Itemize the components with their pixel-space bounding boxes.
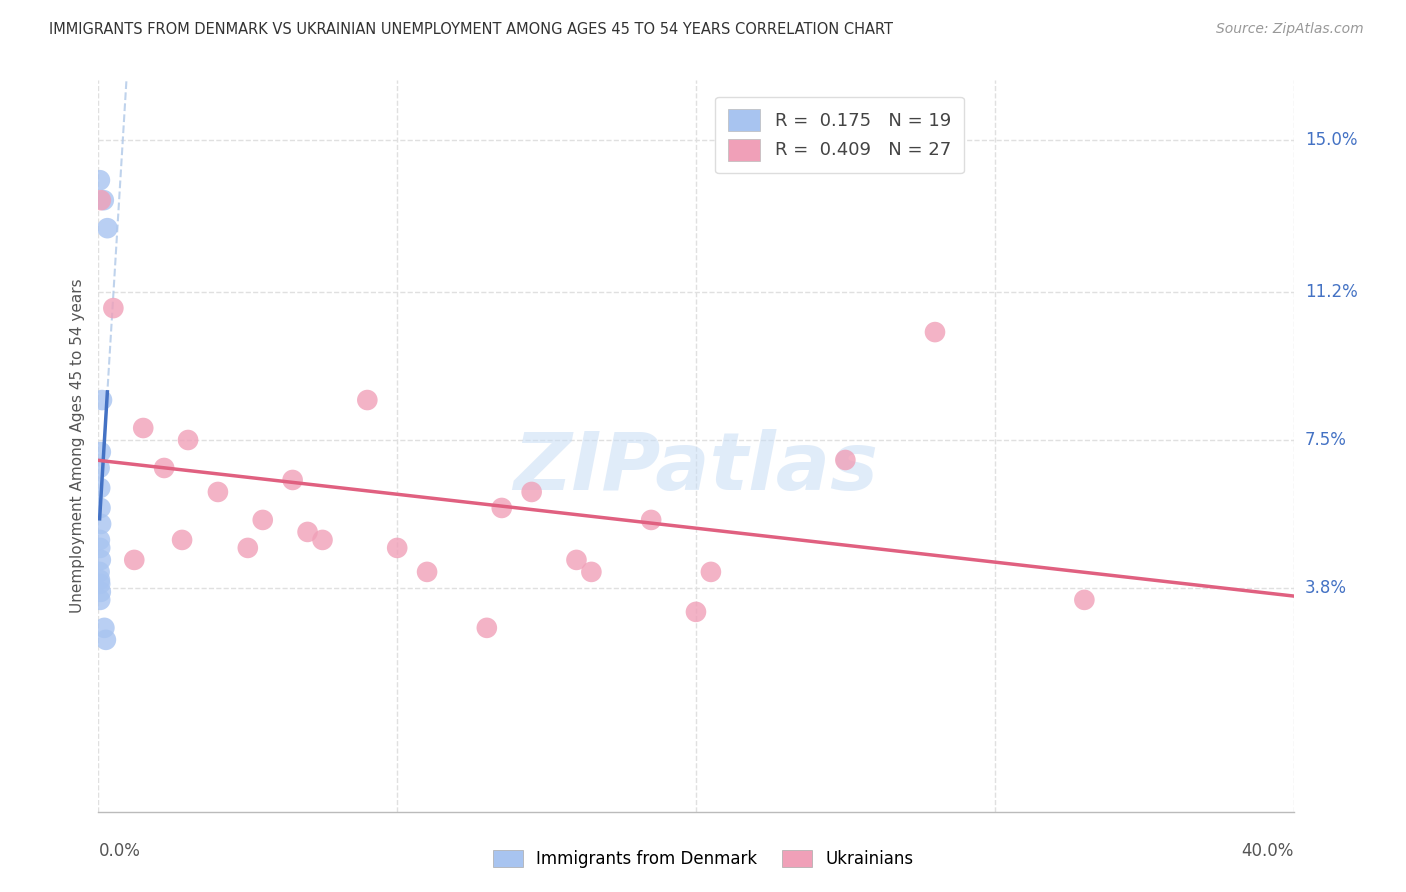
Point [236,541,259,555]
Point [311,533,333,547]
Text: 11.2%: 11.2% [1305,283,1357,301]
Point [89,577,111,591]
Point [700,565,723,579]
Point [281,473,304,487]
Point [89,573,111,587]
Point [834,453,856,467]
Point [90,445,112,459]
Point [89,173,111,187]
Point [177,433,200,447]
Point [297,524,319,539]
Text: 7.5%: 7.5% [1305,431,1347,449]
Point [89,565,111,579]
Text: 3.8%: 3.8% [1305,579,1347,597]
Legend: R =  0.175   N = 19, R =  0.409   N = 27: R = 0.175 N = 19, R = 0.409 N = 27 [716,96,963,173]
Point [153,461,176,475]
Point [89,533,111,547]
Legend: Immigrants from Denmark, Ukrainians: Immigrants from Denmark, Ukrainians [486,843,920,875]
Text: 15.0%: 15.0% [1305,131,1357,149]
Text: IMMIGRANTS FROM DENMARK VS UKRAINIAN UNEMPLOYMENT AMONG AGES 45 TO 54 YEARS CORR: IMMIGRANTS FROM DENMARK VS UKRAINIAN UNE… [49,22,893,37]
Point [124,553,146,567]
Point [520,485,543,500]
Point [356,392,378,407]
Point [90,193,112,207]
Point [89,481,111,495]
Point [90,553,112,567]
Point [89,500,111,515]
Point [640,513,662,527]
Text: ZIPatlas: ZIPatlas [513,429,879,507]
Point [96,221,118,235]
Text: 40.0%: 40.0% [1241,842,1294,860]
Point [1073,593,1095,607]
Point [90,585,112,599]
Point [93,193,115,207]
Point [89,593,111,607]
Point [94,632,117,647]
Point [89,541,111,555]
Point [89,461,111,475]
Point [924,325,946,339]
Y-axis label: Unemployment Among Ages 45 to 54 years: Unemployment Among Ages 45 to 54 years [69,278,84,614]
Point [416,565,439,579]
Text: 0.0%: 0.0% [98,842,141,860]
Point [172,533,194,547]
Point [491,500,513,515]
Point [91,392,114,407]
Point [385,541,409,555]
Point [475,621,498,635]
Point [132,421,155,435]
Point [581,565,603,579]
Point [93,621,115,635]
Point [685,605,707,619]
Text: Source: ZipAtlas.com: Source: ZipAtlas.com [1216,22,1364,37]
Point [565,553,588,567]
Point [103,301,125,315]
Point [252,513,274,527]
Point [90,516,112,531]
Point [207,485,229,500]
